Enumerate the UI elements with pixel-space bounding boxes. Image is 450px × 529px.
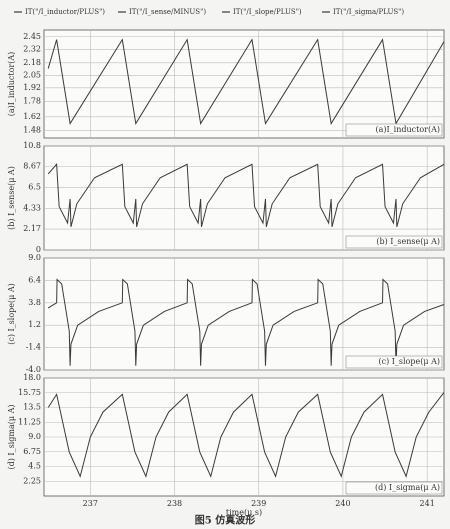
y-tick-label: 10.8	[23, 141, 41, 150]
legend-label: IT("/I_inductor/PLUS")	[25, 8, 105, 16]
y-tick-label: 1.62	[23, 112, 41, 121]
annotation-box	[345, 481, 443, 495]
y-tick-label: 11.25	[18, 417, 41, 426]
y-tick-label: 1.92	[23, 83, 41, 92]
y-tick-label: 2.32	[23, 44, 41, 53]
legend-label: IT("/I_sigma/PLUS")	[333, 8, 404, 16]
caption: 图5 仿真波形	[195, 514, 255, 527]
annotation-box	[345, 355, 443, 369]
plot-area	[43, 257, 445, 371]
series-line	[47, 278, 445, 366]
x-tick-label: 238	[167, 499, 182, 508]
annotation-box	[345, 123, 443, 137]
y-tick-label: 9.0	[28, 253, 41, 262]
y-tick-label: 1.48	[23, 125, 41, 134]
annotation: (d) I_sigma(μ A)	[375, 483, 440, 492]
y-tick-label: 2.45	[23, 32, 41, 41]
series-line	[47, 163, 445, 228]
y-axis-label: (a)I_inductor(A)	[7, 52, 16, 117]
series-line	[47, 38, 445, 125]
y-tick-label: 4.33	[23, 203, 41, 212]
y-tick-label: 15.75	[18, 388, 41, 397]
y-tick-label: 2.05	[23, 70, 41, 79]
x-tick-label: 240	[335, 499, 350, 508]
legend-label: IT("/I_sense/MINUS")	[129, 8, 206, 16]
y-tick-label: 6.4	[28, 275, 41, 284]
y-tick-label: 18.0	[23, 373, 41, 382]
y-tick-label: 8.67	[23, 162, 41, 171]
y-tick-label: 9.0	[28, 432, 41, 441]
series-line	[47, 392, 445, 478]
y-tick-label: 6.5	[28, 182, 41, 191]
annotation: (a)I_inductor(A)	[375, 125, 440, 134]
y-axis-label: (b) I_sense(μ A)	[7, 166, 16, 230]
x-axis-label: time(μ s)	[226, 508, 262, 517]
x-tick-label: 239	[251, 499, 266, 508]
annotation: (c) I_slope(μ A)	[378, 357, 440, 366]
y-tick-label: -1.4	[26, 343, 41, 352]
y-tick-label: 6.75	[23, 447, 41, 456]
y-axis-label: (c) I_slope(μ A)	[7, 283, 16, 345]
y-tick-label: 2.25	[23, 476, 41, 485]
y-tick-label: 2.17	[23, 224, 41, 233]
y-tick-label: 0	[36, 245, 41, 254]
y-tick-label: 1.78	[23, 96, 41, 105]
y-tick-label: 13.5	[23, 403, 41, 412]
y-tick-label: 2.18	[23, 58, 41, 67]
y-tick-label: 4.5	[28, 462, 41, 471]
y-tick-label: 1.2	[28, 320, 41, 329]
y-axis-label: (d) I_sigma(μ A)	[7, 405, 16, 470]
plot-area	[43, 145, 445, 251]
y-tick-label: -4.0	[26, 365, 41, 374]
annotation: (b) I_sense(μ A)	[376, 237, 440, 246]
y-tick-label: 3.8	[28, 298, 41, 307]
legend-label: IT("/I_slope/PLUS")	[233, 8, 302, 16]
x-tick-label: 241	[420, 499, 435, 508]
annotation-box	[345, 235, 443, 249]
x-tick-label: 237	[83, 499, 98, 508]
